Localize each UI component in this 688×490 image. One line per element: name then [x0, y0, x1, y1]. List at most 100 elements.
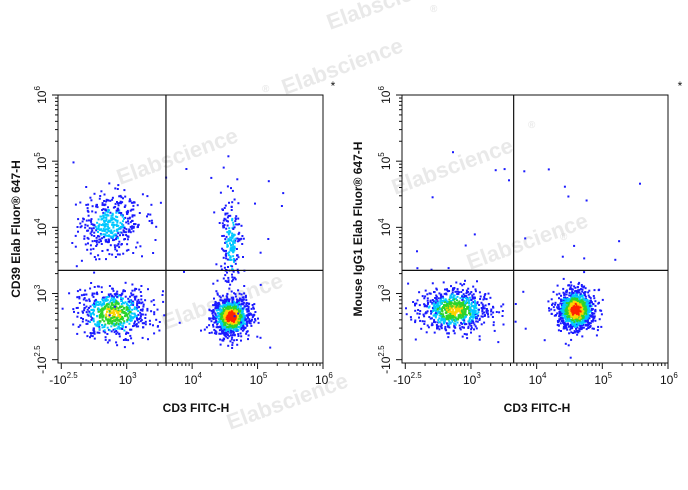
plot-cd39-event-dot	[239, 310, 242, 313]
plot-cd39-event-dot	[267, 238, 270, 240]
plot-cd39-event-dot	[229, 306, 232, 309]
plot-cd39-event-dot	[110, 320, 113, 323]
plot-cd39-event-dot	[88, 298, 91, 301]
plot-cd39-event-dot	[224, 241, 227, 244]
plot-isotype-event-dot	[579, 296, 582, 299]
plot-isotype-event-dot	[581, 320, 584, 323]
plot-cd39-event-dot	[219, 313, 222, 315]
plot-isotype-event-dot	[462, 321, 465, 324]
plot-cd39-event-dot	[233, 319, 236, 322]
plot-isotype-event-dot	[448, 307, 451, 309]
plot-cd39-event-dot	[240, 315, 243, 318]
plot-isotype-frame	[401, 94, 669, 364]
plot-isotype-event-dot	[470, 326, 473, 329]
plot-cd39-event-dot	[115, 341, 118, 344]
plot-cd39-event-dot	[208, 324, 211, 327]
plot-isotype-event-dot	[569, 302, 571, 304]
plot-cd39-event-dot	[129, 209, 132, 212]
plot-isotype-event-dot	[564, 325, 567, 328]
plot-isotype-event-dot	[559, 298, 562, 301]
plot-cd39-event-dot	[240, 328, 243, 331]
plot-cd39-event-dot	[223, 224, 226, 226]
plot-cd39-event-dot	[103, 324, 106, 327]
plot-cd39-event-dot	[235, 325, 238, 328]
plot-cd39-event-dot	[92, 247, 95, 250]
plot-isotype-event-dot	[461, 318, 464, 321]
plot-cd39-event-dot	[117, 309, 120, 312]
plot-cd39-event-dot	[133, 289, 136, 292]
plot-isotype-event-dot	[592, 319, 595, 321]
plot-isotype-event-dot	[471, 296, 474, 299]
plot-isotype-event-dot	[562, 277, 565, 280]
plot-cd39-event-dot	[131, 312, 134, 315]
plot-cd39-event-dot	[117, 202, 119, 205]
plot-cd39-event-dot	[126, 213, 129, 215]
plot-cd39-event-dot	[136, 302, 139, 305]
plot-isotype-event-dot	[443, 304, 446, 307]
plot-cd39-event-dot	[240, 327, 243, 329]
plot-cd39-event-dot	[126, 209, 129, 212]
plot-isotype-event-dot	[503, 168, 506, 171]
plot-cd39-event-dot	[235, 324, 238, 327]
plot-isotype-event-dot	[473, 299, 476, 302]
plot-cd39-event-dot	[231, 334, 234, 337]
plot-isotype-event-dot	[574, 289, 577, 292]
plot-isotype-event-dot	[586, 301, 589, 304]
plot-cd39-event-dot	[137, 321, 140, 324]
plot-cd39-y-tick-label: 104	[33, 218, 49, 236]
plot-cd39-event-dot	[138, 212, 141, 214]
plot-isotype-event-dot	[556, 306, 559, 309]
plot-cd39-event-dot	[130, 294, 133, 297]
plot-isotype-event-dot	[456, 288, 459, 291]
plot-cd39-event-dot	[95, 236, 98, 239]
plot-cd39-event-dot	[119, 200, 122, 203]
plot-cd39-event-dot	[121, 223, 123, 226]
plot-isotype-event-dot	[586, 306, 589, 309]
plot-cd39-event-dot	[150, 310, 153, 313]
plot-isotype-event-dot	[463, 323, 466, 326]
plot-cd39-event-dot	[212, 316, 215, 319]
plot-isotype-event-dot	[470, 298, 473, 301]
plot-cd39-event-dot	[230, 239, 233, 242]
plot-cd39-event-dot	[114, 308, 117, 311]
plot-cd39-event-dot	[247, 310, 250, 312]
plot-isotype-event-dot	[584, 323, 587, 326]
plot-cd39-event-dot	[95, 300, 98, 303]
plot-cd39-event-dot	[75, 307, 78, 309]
plot-isotype-event-dot	[418, 312, 421, 315]
plot-isotype-event-dot	[572, 305, 575, 308]
plot-cd39-event-dot	[226, 320, 229, 323]
plot-cd39-event-dot	[237, 312, 240, 315]
plot-cd39-event-dot	[116, 295, 119, 298]
plot-cd39-event-dot	[89, 252, 92, 255]
plot-cd39-event-dot	[227, 326, 230, 329]
plot-cd39-event-dot	[82, 217, 85, 220]
plot-cd39-event-dot	[61, 307, 64, 310]
plot-cd39-event-dot	[248, 302, 251, 305]
plot-cd39-event-dot	[216, 293, 219, 296]
plot-isotype-event-dot	[414, 309, 417, 312]
plot-isotype-event-dot	[579, 305, 582, 308]
plot-isotype-event-dot	[439, 325, 442, 328]
plot-isotype-event-dot	[460, 313, 463, 316]
plot-isotype-event-dot	[416, 250, 418, 253]
plot-cd39-event-dot	[229, 311, 232, 314]
plot-cd39-event-dot	[131, 283, 134, 286]
plot-isotype-event-dot	[580, 308, 583, 311]
plot-cd39-event-dot	[116, 235, 119, 238]
plot-cd39-event-dot	[113, 331, 116, 334]
plot-isotype-event-dot	[571, 312, 574, 315]
plot-cd39-event-dot	[221, 222, 224, 225]
plot-isotype-event-dot	[472, 305, 475, 307]
plot-isotype-event-dot	[566, 305, 569, 308]
plot-isotype-event-dot	[588, 313, 591, 316]
plot-cd39-event-dot	[110, 230, 113, 233]
plot-cd39-event-dot	[108, 219, 111, 222]
plot-cd39-x-tick-label: -102.5	[49, 371, 78, 387]
plot-cd39-event-dot	[105, 223, 107, 226]
plot-cd39-event-dot	[113, 301, 116, 304]
plot-cd39-event-dot	[223, 309, 226, 312]
plot-cd39-event-dot	[103, 200, 106, 202]
plot-cd39-event-dot	[140, 302, 143, 305]
plot-cd39-event-dot	[229, 283, 232, 286]
